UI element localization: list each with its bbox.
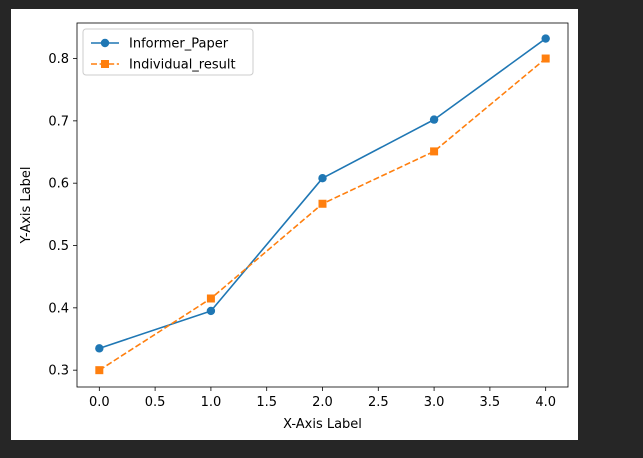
x-tick-label: 2.0 (312, 395, 333, 410)
y-tick-label: 0.3 (48, 364, 69, 379)
series-1-point (206, 306, 216, 316)
y-tick-label: 0.8 (48, 52, 69, 67)
series-group (95, 34, 550, 375)
x-tick-label: 3.0 (424, 395, 445, 410)
y-axis-title: Y-Axis Label (19, 167, 34, 245)
x-tick-label: 3.5 (480, 395, 501, 410)
legend: Informer_Paper Individual_result (82, 28, 254, 76)
x-axis: 0.0 0.5 1.0 1.5 2.0 2.5 3.0 3.5 4.0 (89, 387, 556, 410)
legend-label: Individual_result (129, 58, 236, 73)
series-2-point (430, 147, 439, 156)
legend-marker-square (101, 60, 109, 68)
x-tick-label: 2.5 (368, 395, 389, 410)
series-1-point (429, 115, 439, 124)
series-1-point (95, 344, 104, 353)
series-2-point (541, 54, 550, 63)
x-tick-label: 4.0 (535, 395, 556, 410)
x-tick-label: 1.5 (256, 395, 277, 410)
series-2-point (318, 199, 327, 208)
y-tick-label: 0.6 (48, 177, 69, 192)
legend-box (82, 28, 254, 76)
series-1-point (541, 34, 550, 43)
x-axis-title: X-Axis Label (283, 417, 362, 432)
x-tick-label: 0.5 (145, 395, 166, 410)
legend-marker-circle (100, 38, 110, 48)
y-tick-label: 0.4 (48, 301, 69, 316)
series-2-point (95, 366, 104, 375)
y-tick-label: 0.7 (48, 114, 69, 129)
series-2-point (206, 294, 215, 303)
y-tick-label: 0.5 (48, 239, 69, 254)
y-axis: 0.3 0.4 0.5 0.6 0.7 0.8 (48, 52, 77, 379)
line-chart: 0.0 0.5 1.0 1.5 2.0 2.5 3.0 3.5 4.0 0.3 0.4 0.5 0.6… (19, 22, 569, 432)
series-line-2 (98, 57, 547, 371)
figure: 0.0 0.5 1.0 1.5 2.0 2.5 3.0 3.5 4.0 0.3 0.4 0.5 0.6… (11, 9, 578, 440)
series-line-1 (99, 37, 547, 350)
series-1-point (318, 173, 327, 183)
x-tick-label: 1.0 (201, 395, 222, 410)
x-tick-label: 0.0 (89, 395, 110, 410)
legend-label: Informer_Paper (129, 37, 229, 52)
